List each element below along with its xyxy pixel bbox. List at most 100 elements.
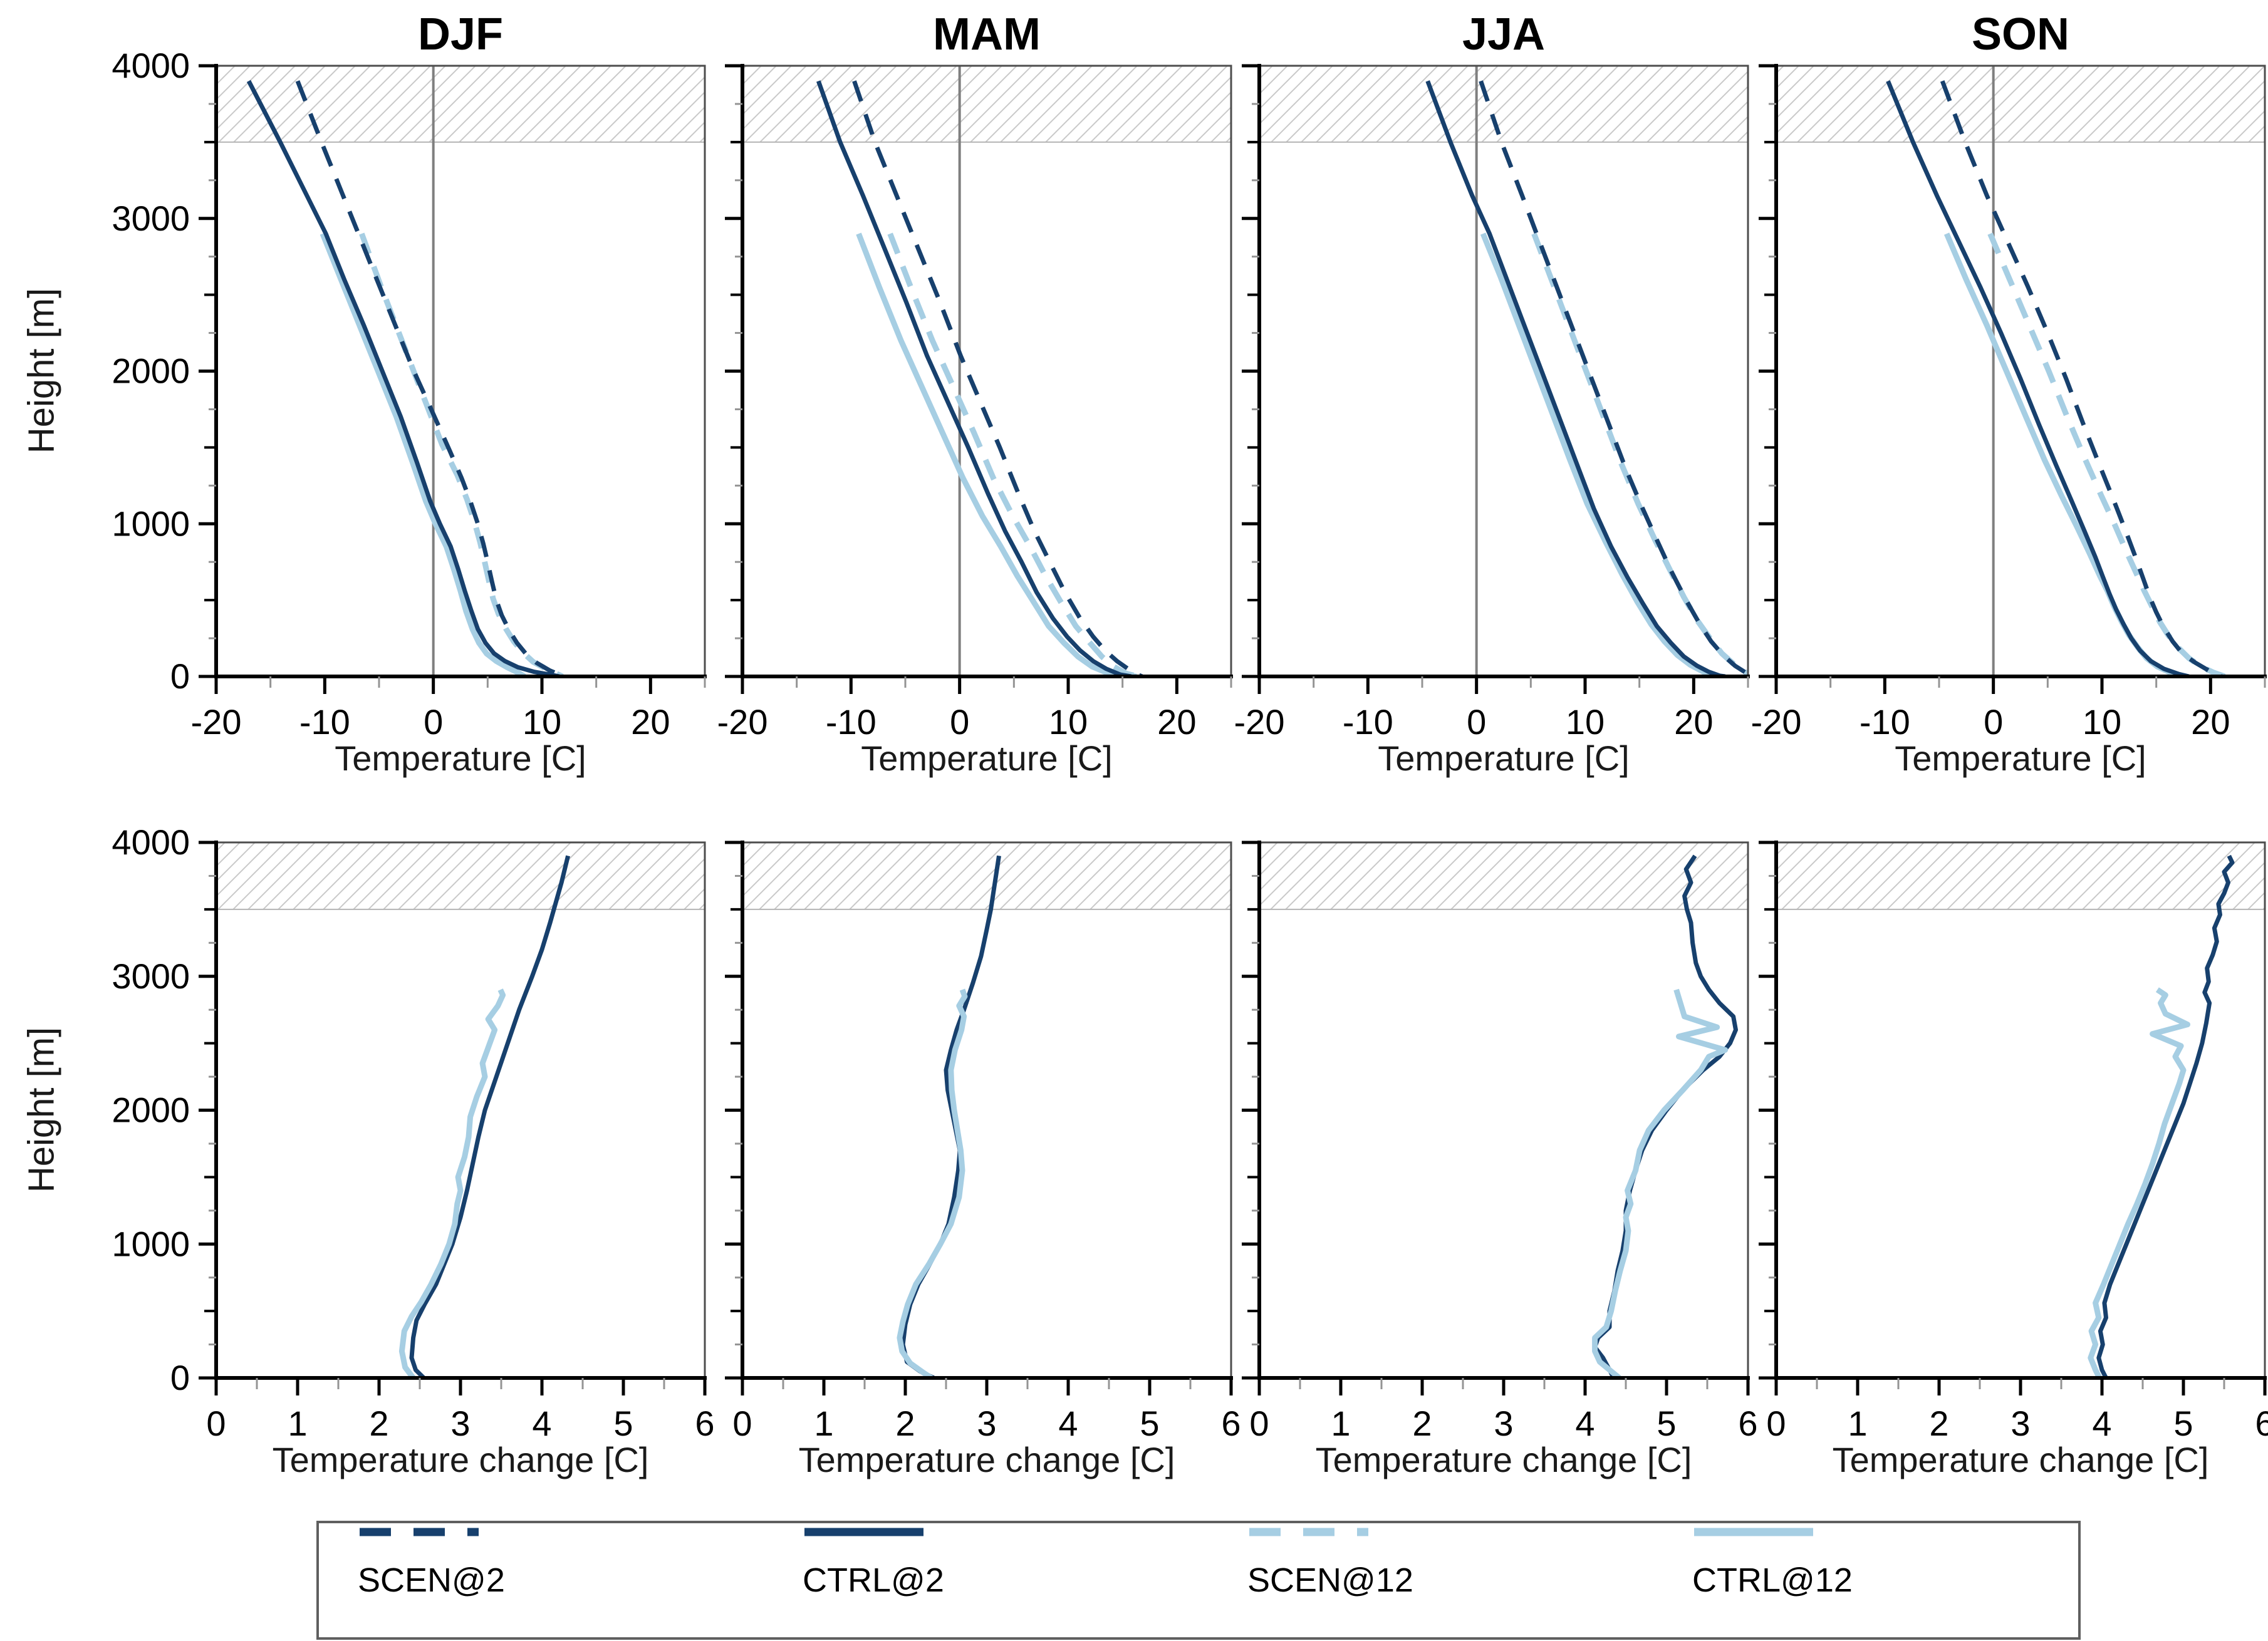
series-line-ctrl-12 <box>1480 232 1720 677</box>
panel-jja-temperature: -20 -10 0 10 20 <box>1234 64 1750 742</box>
x-tick-label: -20 <box>717 702 768 742</box>
x-tick-label: 0 <box>1766 1404 1786 1443</box>
series-group <box>1425 80 1749 677</box>
series-line-ctrl-12 <box>856 232 1137 677</box>
x-tick-label: 5 <box>613 1404 633 1443</box>
x-tick-label: 6 <box>2255 1404 2268 1443</box>
legend-sample-ctrl12-solid-line <box>1694 1528 1813 1536</box>
y-tick-label: 1000 <box>112 1224 190 1263</box>
y-tick-label: 0 <box>170 656 190 696</box>
x-tick-label: 0 <box>950 702 969 742</box>
legend-sample-scen12-dashed-line <box>1249 1528 1368 1536</box>
x-tick-label: 4 <box>1058 1404 1078 1443</box>
hatched-band <box>216 66 705 142</box>
series-line-ctrl-2 <box>1886 80 2190 677</box>
legend-item-scen12: SCEN@12 <box>1247 1523 1413 1637</box>
series-group <box>2088 854 2235 1379</box>
x-tick-label: 2 <box>895 1404 915 1443</box>
x-tick-label: 20 <box>1157 702 1196 742</box>
panel-frame <box>1775 65 2266 678</box>
x-tick-label: 1 <box>288 1404 307 1443</box>
x-tick-label: 3 <box>1494 1404 1513 1443</box>
panel-son-temperature: -20 -10 0 10 20 <box>1751 64 2267 742</box>
y-tick-label: 3000 <box>112 956 190 996</box>
panel-frame <box>1258 841 1749 1379</box>
panel-title-son: SON <box>1971 9 2070 60</box>
y-tick-label: 0 <box>170 1358 190 1397</box>
x-tick-label: 10 <box>1049 702 1088 742</box>
series-group <box>246 80 565 677</box>
x-tick-label: 0 <box>206 1404 226 1443</box>
x-tick-label: 5 <box>1140 1404 1159 1443</box>
x-tick-label: 6 <box>695 1404 714 1443</box>
series-line-ctrl-2 <box>2096 854 2235 1379</box>
x-axis-title-djf-change: Temperature change [C] <box>272 1440 649 1479</box>
x-axis-title-mam-temp: Temperature [C] <box>861 738 1113 778</box>
series-line-scen-2 <box>1940 80 2223 677</box>
x-tick-label: -20 <box>191 702 242 742</box>
x-axis-title-mam-change: Temperature change [C] <box>798 1440 1175 1479</box>
hatched-band <box>1259 66 1748 142</box>
x-tick-label: 10 <box>2083 702 2121 742</box>
series-line-scen-12 <box>359 232 564 677</box>
panel-mam-temperature-change: 0 1 2 3 4 5 6 <box>725 841 1241 1443</box>
x-tick-label: 4 <box>532 1404 551 1443</box>
panel-frame <box>215 841 706 1379</box>
series-line-ctrl-12 <box>320 232 526 677</box>
legend-label-ctrl12: CTRL@12 <box>1692 1561 1853 1599</box>
x-tick-label: 0 <box>732 1404 752 1443</box>
x-tick-label: 2 <box>369 1404 388 1443</box>
legend-sample-ctrl2-solid-line <box>804 1528 923 1536</box>
x-axis-title-son-temp: Temperature [C] <box>1895 738 2146 778</box>
panel-frame <box>1258 65 1749 678</box>
x-axis-title-djf-temp: Temperature [C] <box>335 738 586 778</box>
x-tick-label: 6 <box>1738 1404 1757 1443</box>
x-tick-label: 3 <box>450 1404 470 1443</box>
panel-frame <box>741 65 1232 678</box>
hatched-band <box>216 842 705 909</box>
y-axis-title-row2: Height [m] <box>21 1027 62 1193</box>
x-tick-label: 1 <box>1848 1404 1867 1443</box>
series-group <box>897 855 1001 1379</box>
series-group <box>1592 854 1738 1379</box>
series-line-ctrl-2 <box>409 855 571 1379</box>
legend: SCEN@2 CTRL@2 SCEN@12 CTRL@12 <box>316 1521 2081 1640</box>
panel-mam-temperature: -20 -10 0 10 20 <box>717 64 1233 742</box>
legend-item-ctrl2: CTRL@2 <box>803 1523 944 1637</box>
x-axis-title-son-change: Temperature change [C] <box>1832 1440 2209 1479</box>
x-tick-label: 10 <box>1566 702 1605 742</box>
y-tick-label: 2000 <box>112 351 190 391</box>
legend-label-ctrl2: CTRL@2 <box>803 1561 944 1599</box>
x-tick-label: 0 <box>1984 702 2003 742</box>
x-tick-label: 0 <box>1249 1404 1269 1443</box>
x-tick-label: 20 <box>2191 702 2230 742</box>
panel-djf-temperature: 0 1000 2000 3000 4000 -20 -10 0 10 20 <box>112 46 707 742</box>
x-tick-label: 5 <box>2173 1404 2193 1443</box>
x-tick-label: -20 <box>1234 702 1285 742</box>
series-line-ctrl-2 <box>246 80 560 677</box>
hatched-band <box>1776 66 2265 142</box>
x-tick-label: 3 <box>977 1404 996 1443</box>
y-axis-title-row1: Height [m] <box>21 287 62 454</box>
x-tick-label: 1 <box>1331 1404 1350 1443</box>
x-tick-label: 10 <box>523 702 561 742</box>
x-tick-label: 20 <box>1674 702 1713 742</box>
y-tick-label: 4000 <box>112 46 190 85</box>
series-line-ctrl-12 <box>2088 987 2190 1379</box>
legend-label-scen2: SCEN@2 <box>358 1561 505 1599</box>
series-line-scen-12 <box>1987 232 2226 677</box>
x-tick-label: -20 <box>1751 702 1802 742</box>
series-line-ctrl-12 <box>398 988 506 1379</box>
y-tick-label: 2000 <box>112 1090 190 1130</box>
x-tick-label: 4 <box>2092 1404 2111 1443</box>
panel-title-djf: DJF <box>417 9 504 60</box>
legend-item-scen2: SCEN@2 <box>358 1523 505 1637</box>
series-group <box>1886 80 2226 677</box>
x-tick-label: 0 <box>424 702 443 742</box>
x-tick-label: 20 <box>631 702 670 742</box>
x-tick-label: -10 <box>1860 702 1910 742</box>
series-line-ctrl-12 <box>1943 232 2182 677</box>
panel-frame <box>1775 841 2266 1379</box>
